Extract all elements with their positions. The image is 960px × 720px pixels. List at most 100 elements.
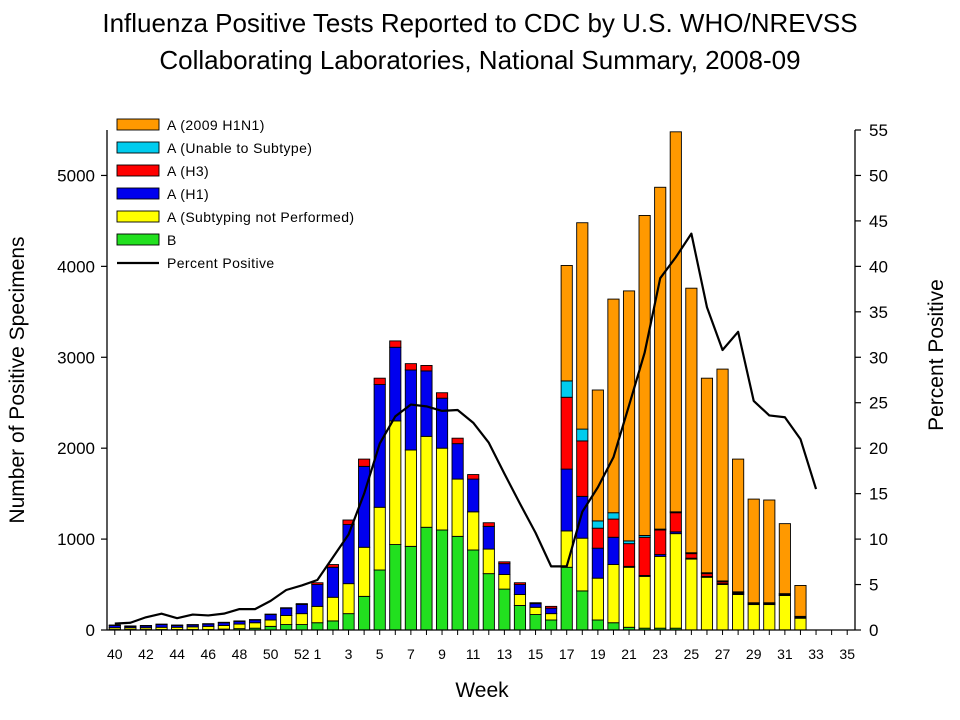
bar-segment-a-subtyping-not-performed-9 (435, 447, 449, 531)
bar-segment-a-h3-9 (435, 392, 449, 399)
y2-tick-label-50: 50 (869, 166, 888, 185)
bar-segment-a-subtyping-not-performed-47 (217, 625, 230, 630)
bar-segment-a-2009-h1n1-17 (560, 265, 573, 382)
bar-segment-b-19 (591, 619, 604, 631)
bar-segment-b-10 (451, 535, 464, 631)
x-tick-label-27: 27 (715, 646, 731, 662)
x-axis-title: Week (455, 679, 509, 702)
bar-segment-a-h1-52 (295, 604, 308, 615)
axes-layer: 0100020003000400050000510152025303540455… (57, 121, 888, 662)
bar-segment-a-h3-25 (685, 553, 698, 559)
x-tick-label-19: 19 (590, 646, 606, 662)
bar-segment-a-subtyping-not-performed-5 (373, 506, 386, 571)
bar-segment-a-h3-17 (560, 396, 573, 470)
bar-segment-a-h3-24 (669, 512, 682, 533)
bar-segment-b-52 (295, 624, 308, 631)
bar-segment-a-subtyping-not-performed-27 (716, 584, 729, 631)
bar-segment-a-h1-7 (404, 369, 417, 451)
legend-swatch-a-unable-to-subtype (116, 141, 160, 154)
bar-segment-a-h3-49 (248, 619, 262, 621)
x-tick-label-25: 25 (684, 646, 700, 662)
x-tick-label-5: 5 (376, 646, 384, 662)
chart-subtitle: Collaborating Laboratories, National Sum… (159, 45, 800, 75)
bar-segment-a-h3-46 (202, 623, 215, 625)
legend-label-a-h1: A (H1) (167, 186, 209, 202)
bar-segment-a-subtyping-not-performed-15 (529, 606, 542, 615)
bar-segment-a-subtyping-not-performed-29 (747, 604, 760, 631)
y-tick-label-1000: 1000 (57, 530, 95, 549)
y2-tick-label-40: 40 (869, 257, 888, 276)
x-tick-label-42: 42 (138, 646, 154, 662)
bar-segment-a-subtyping-not-performed-23 (654, 555, 667, 629)
bar-segment-a-subtyping-not-performed-48 (233, 623, 246, 630)
bar-segment-a-h3-5 (373, 377, 386, 385)
legend-swatch-a-subtyping-not-performed (116, 210, 160, 223)
x-tick-label-9: 9 (438, 646, 446, 662)
bar-segment-a-subtyping-not-performed-10 (451, 478, 464, 537)
y2-tick-label-30: 30 (869, 348, 888, 367)
bar-segment-a-subtyping-not-performed-1 (311, 605, 324, 624)
bar-segment-a-h1-18 (576, 495, 589, 539)
bar-segment-a-2009-h1n1-31 (778, 523, 791, 595)
bar-segment-a-subtyping-not-performed-3 (342, 583, 355, 615)
bar-segment-b-15 (529, 614, 542, 631)
x-tick-label-13: 13 (497, 646, 513, 662)
bar-segment-a-2009-h1n1-29 (747, 498, 760, 604)
bar-segment-a-h1-12 (482, 525, 495, 550)
bar-segment-a-h3-6 (389, 340, 402, 348)
bar-segment-a-2009-h1n1-21 (622, 290, 636, 542)
bar-segment-a-subtyping-not-performed-21 (622, 566, 636, 628)
bar-segment-a-h1-10 (451, 443, 464, 480)
x-tick-label-21: 21 (621, 646, 637, 662)
y2-tick-label-55: 55 (869, 121, 888, 140)
legend-label-b: B (167, 232, 177, 248)
legend-label-percent-positive: Percent Positive (167, 255, 275, 271)
bar-segment-a-h3-40 (108, 624, 121, 626)
bar-segment-a-subtyping-not-performed-16 (545, 613, 558, 621)
bar-segment-a-subtyping-not-performed-22 (638, 575, 651, 629)
y-tick-label-0: 0 (86, 621, 95, 640)
bar-segment-b-6 (389, 544, 402, 631)
bar-segment-a-h3-43 (155, 623, 168, 626)
bar-segment-a-h3-8 (420, 365, 433, 372)
bar-segment-a-h3-4 (358, 458, 371, 467)
bar-segment-a-h3-47 (217, 621, 230, 624)
bar-segment-a-h3-51 (280, 607, 293, 609)
bar-segment-a-h1-50 (264, 614, 277, 621)
bar-segment-a-h3-44 (171, 624, 184, 626)
bar-segment-a-unable-to-subtype-18 (576, 428, 589, 442)
percent-positive-line (114, 232, 818, 625)
bar-segment-a-2009-h1n1-30 (763, 499, 776, 604)
x-tick-label-35: 35 (839, 646, 855, 662)
bar-segment-b-20 (607, 622, 620, 631)
bar-segment-b-18 (576, 590, 589, 631)
bar-segment-b-11 (467, 549, 480, 631)
bar-segment-a-h3-13 (498, 561, 511, 565)
x-tick-label-31: 31 (777, 646, 793, 662)
bar-segment-a-h3-23 (654, 529, 667, 555)
bar-segment-a-h1-17 (560, 468, 573, 532)
bar-segment-a-h3-11 (467, 474, 480, 480)
y2-tick-label-10: 10 (869, 530, 888, 549)
bar-segment-a-h3-41 (124, 625, 137, 627)
bar-segment-a-h3-14 (513, 582, 527, 585)
bar-segment-a-h1-19 (591, 547, 604, 579)
bar-segment-a-h3-15 (529, 602, 542, 605)
bar-segment-a-subtyping-not-performed-13 (498, 574, 511, 590)
y2-tick-label-20: 20 (869, 439, 888, 458)
bar-segment-a-h3-16 (545, 605, 558, 609)
y2-tick-label-0: 0 (869, 621, 878, 640)
x-tick-label-7: 7 (407, 646, 415, 662)
bar-segment-a-h3-45 (186, 624, 199, 626)
bar-segment-a-2009-h1n1-28 (732, 458, 745, 593)
bar-segment-b-16 (545, 619, 558, 631)
bar-segment-a-h3-1 (311, 582, 324, 585)
bar-segment-a-subtyping-not-performed-20 (607, 564, 620, 624)
bar-segment-a-h3-22 (638, 536, 651, 576)
bar-segment-b-4 (358, 595, 371, 631)
bar-segment-a-2009-h1n1-25 (685, 287, 698, 554)
bar-segment-a-h1-2 (326, 566, 340, 598)
bar-segment-a-2009-h1n1-32 (794, 585, 807, 617)
